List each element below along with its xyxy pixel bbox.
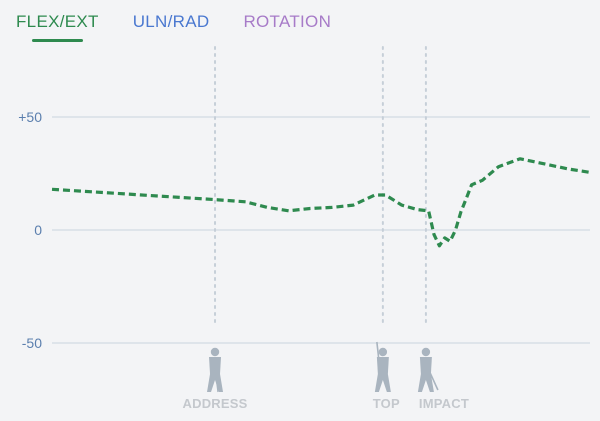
phase-markers: ADDRESS TOP IMPACT [183, 46, 469, 411]
golfer-torso [209, 357, 222, 374]
golfer-legs [207, 374, 224, 392]
golfer-top-icon [374, 341, 391, 392]
y-tick-label: +50 [18, 109, 42, 125]
tab-flex-ext[interactable]: FLEX/EXT [16, 12, 99, 42]
golfer-legs [374, 374, 391, 392]
golfer-legs [417, 374, 434, 392]
metric-tabs: FLEX/EXT ULN/RAD ROTATION [16, 12, 331, 42]
phase-label: ADDRESS [183, 396, 248, 411]
series-layer [51, 157, 591, 248]
golfer-address-icon [207, 347, 224, 393]
y-tick-label: -50 [22, 335, 42, 351]
phase-marker: TOP [373, 46, 400, 411]
phase-label: IMPACT [419, 396, 469, 411]
golf-club [427, 367, 439, 391]
tab-uln-rad[interactable]: ULN/RAD [133, 12, 210, 38]
golf-club [376, 341, 380, 361]
y-tick-label: 0 [34, 222, 42, 238]
golfer-head [378, 347, 388, 357]
flex-ext-series-line [51, 157, 591, 248]
golfer-impact-icon [417, 347, 439, 392]
golfer-head [210, 347, 220, 357]
tab-label: ULN/RAD [132, 12, 210, 31]
golfer-head [421, 347, 431, 357]
tab-label: FLEX/EXT [16, 12, 99, 31]
golfer-torso [376, 357, 389, 374]
phase-marker: IMPACT [417, 46, 469, 411]
grid-layer: +50 0 -50 [18, 109, 590, 351]
tab-rotation[interactable]: ROTATION [243, 12, 331, 38]
phase-label: TOP [373, 396, 400, 411]
tab-label: ROTATION [243, 12, 332, 31]
phase-marker: ADDRESS [183, 46, 248, 411]
golf-club [214, 367, 219, 393]
